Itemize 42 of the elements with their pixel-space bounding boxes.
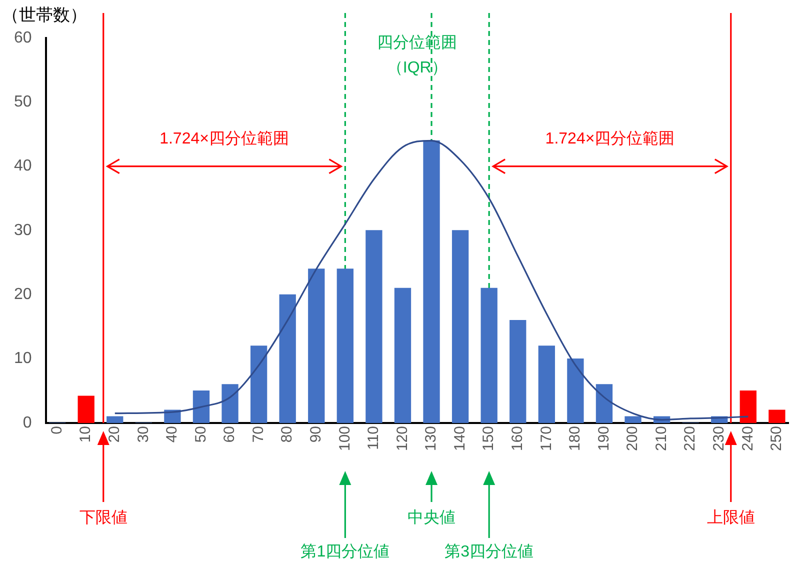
x-tick-label: 70	[250, 426, 267, 443]
ref-line-label: 下限値	[79, 509, 128, 526]
ref-line-label: 上限値	[706, 508, 755, 526]
x-tick-label: 20	[106, 426, 124, 443]
x-tick-label: 50	[192, 426, 210, 443]
x-tick-label: 120	[394, 426, 411, 452]
y-tick-label: 0	[22, 414, 32, 432]
x-tick-label: 0	[48, 426, 66, 434]
x-tick-label: 110	[365, 426, 382, 450]
y-tick-label: 40	[14, 158, 32, 175]
x-tick-label: 40	[164, 426, 181, 443]
annotation: 1.724×四分位範囲	[160, 130, 289, 148]
x-tick-label: 160	[509, 426, 526, 452]
x-tick-label: 90	[308, 426, 325, 443]
x-tick-label: 250	[768, 426, 786, 452]
ref-line-label: 第3四分位値	[444, 543, 534, 560]
ref-line-label: 第1四分位値	[300, 543, 390, 560]
x-tick-label: 140	[451, 426, 468, 452]
y-tick-label: 30	[14, 222, 32, 239]
x-tick-label: 210	[652, 426, 670, 452]
ref-line-label: 中央値	[408, 508, 456, 526]
x-tick-label: 180	[566, 426, 584, 452]
x-tick-label: 100	[336, 426, 354, 452]
x-tick-label: 170	[538, 426, 555, 452]
y-tick-label: 10	[14, 350, 32, 368]
x-tick-label: 150	[480, 426, 498, 452]
x-tick-label: 240	[739, 426, 756, 452]
x-tick-label: 30	[134, 426, 152, 443]
x-tick-label: 230	[710, 426, 728, 452]
y-tick-label: 20	[14, 286, 32, 304]
x-tick-label: 220	[682, 426, 699, 452]
y-axis-title: （世帯数）	[2, 6, 87, 25]
y-tick-label: 50	[14, 94, 32, 111]
x-tick-label: 200	[624, 426, 642, 452]
y-tick-label: 60	[14, 29, 32, 46]
x-tick-label: 80	[278, 426, 296, 443]
x-tick-label: 10	[77, 426, 94, 443]
x-tick-label: 60	[221, 426, 238, 443]
x-tick-label: 190	[595, 426, 612, 452]
annotation: 1.724×四分位範囲	[545, 130, 675, 148]
annotation: 四分位範囲（IQR）	[377, 34, 458, 76]
x-tick-label: 130	[422, 426, 440, 452]
